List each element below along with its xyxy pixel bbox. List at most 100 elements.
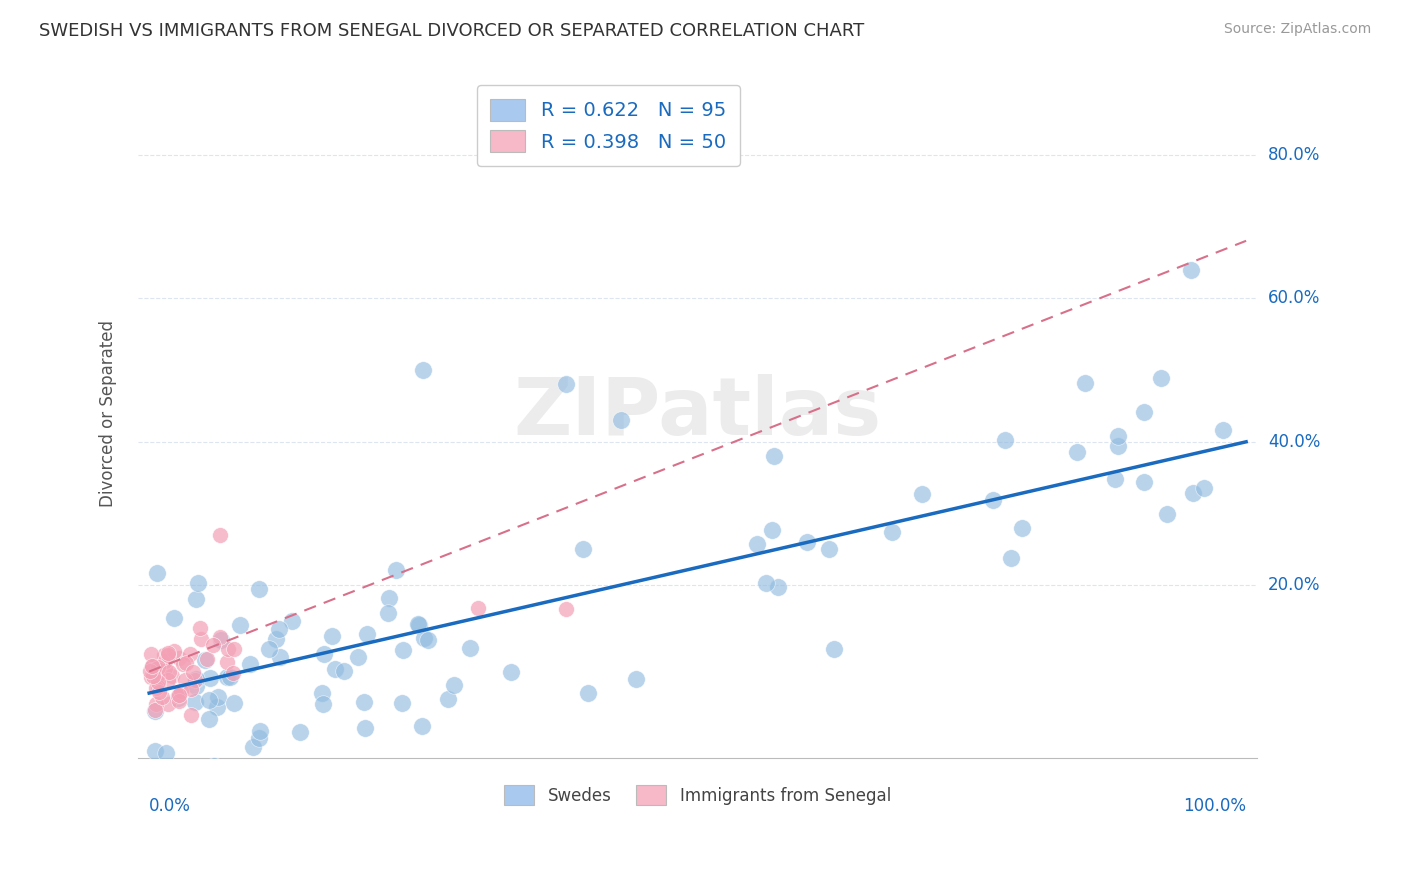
Point	[412, 363, 434, 377]
Point	[270, 765, 292, 780]
Point	[209, 630, 232, 644]
Point	[353, 695, 375, 709]
Point	[184, 679, 207, 693]
Point	[139, 669, 162, 683]
Point	[437, 692, 460, 706]
Point	[555, 601, 578, 615]
Point	[187, 576, 209, 591]
Text: 100.0%: 100.0%	[1182, 797, 1246, 814]
Point	[1107, 428, 1129, 442]
Point	[141, 659, 163, 673]
Point	[156, 648, 179, 662]
Point	[145, 681, 167, 695]
Point	[160, 668, 183, 682]
Point	[166, 689, 188, 703]
Point	[148, 674, 170, 689]
Point	[247, 582, 270, 596]
Point	[229, 617, 252, 632]
Point	[222, 665, 245, 680]
Point	[183, 665, 205, 679]
Point	[169, 650, 191, 665]
Point	[576, 686, 599, 700]
Point	[217, 655, 239, 669]
Text: ZIPatlas: ZIPatlas	[513, 374, 882, 452]
Point	[1107, 439, 1129, 453]
Point	[321, 630, 343, 644]
Text: 0.0%: 0.0%	[149, 797, 191, 814]
Point	[141, 660, 163, 674]
Point	[378, 591, 401, 606]
Point	[163, 610, 186, 624]
Point	[202, 758, 225, 772]
Point	[184, 672, 207, 686]
Point	[155, 661, 177, 675]
Point	[153, 655, 176, 669]
Point	[1011, 521, 1033, 535]
Point	[163, 644, 186, 658]
Point	[146, 660, 169, 674]
Point	[146, 566, 169, 581]
Point	[501, 665, 523, 679]
Point	[247, 731, 270, 745]
Point	[142, 659, 165, 673]
Point	[391, 696, 413, 710]
Point	[217, 642, 239, 657]
Point	[385, 563, 408, 577]
Point	[145, 697, 167, 711]
Point	[411, 719, 433, 733]
Point	[1150, 370, 1173, 384]
Point	[443, 678, 465, 692]
Point	[377, 606, 399, 620]
Point	[1212, 423, 1234, 437]
Point	[755, 576, 778, 591]
Point	[179, 647, 201, 661]
Point	[356, 627, 378, 641]
Point	[198, 712, 221, 726]
Point	[174, 656, 197, 670]
Point	[222, 642, 245, 657]
Point	[288, 725, 311, 739]
Point	[572, 542, 595, 557]
Point	[167, 694, 190, 708]
Point	[413, 632, 436, 646]
Point	[166, 691, 188, 706]
Point	[180, 708, 202, 723]
Point	[205, 700, 228, 714]
Point	[198, 671, 221, 685]
Point	[1000, 550, 1022, 565]
Point	[184, 695, 207, 709]
Point	[555, 377, 578, 392]
Point	[1192, 481, 1215, 495]
Point	[1156, 507, 1178, 521]
Point	[139, 664, 162, 678]
Point	[242, 739, 264, 754]
Point	[143, 703, 166, 717]
Point	[1074, 376, 1097, 391]
Point	[148, 685, 170, 699]
Point	[169, 688, 191, 702]
Point	[981, 493, 1004, 508]
Point	[1180, 262, 1202, 277]
Point	[197, 692, 219, 706]
Point	[312, 647, 335, 661]
Text: SWEDISH VS IMMIGRANTS FROM SENEGAL DIVORCED OR SEPARATED CORRELATION CHART: SWEDISH VS IMMIGRANTS FROM SENEGAL DIVOR…	[39, 22, 865, 40]
Point	[408, 617, 430, 632]
Point	[195, 651, 218, 665]
Text: 60.0%: 60.0%	[1268, 289, 1320, 307]
Point	[218, 670, 240, 684]
Point	[346, 650, 368, 665]
Point	[1182, 486, 1205, 500]
Point	[259, 641, 281, 656]
Point	[143, 744, 166, 758]
Point	[1133, 404, 1156, 418]
Point	[239, 657, 262, 671]
Point	[267, 622, 290, 636]
Point	[180, 681, 202, 696]
Text: 80.0%: 80.0%	[1268, 145, 1320, 163]
Text: 40.0%: 40.0%	[1268, 433, 1320, 450]
Point	[818, 542, 841, 557]
Point	[184, 673, 207, 687]
Point	[911, 487, 934, 501]
Point	[266, 632, 288, 646]
Point	[745, 537, 768, 551]
